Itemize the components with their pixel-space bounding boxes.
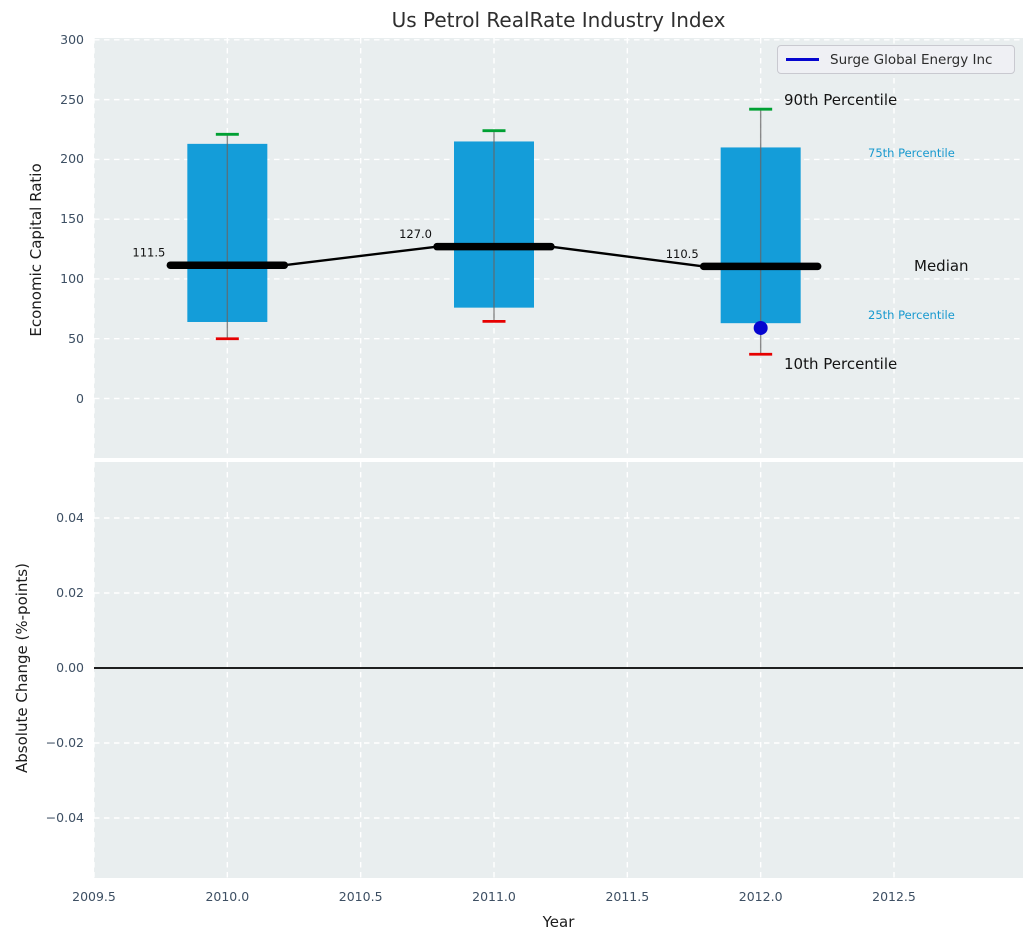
chart-title: Us Petrol RealRate Industry Index [391,8,726,32]
y-tick-bottom-0.00: 0.00 [56,660,84,675]
x-tick-2010.0: 2010.0 [205,889,250,904]
legend: Surge Global Energy Inc [777,45,1015,74]
median-value-label-2012: 110.5 [666,247,699,261]
y-axis-label-top: Economic Capital Ratio [27,163,45,337]
x-tick-2011.5: 2011.5 [605,889,650,904]
y-tick-top-300: 300 [60,31,84,47]
bottom-plot-area [94,462,1023,878]
median-value-label-2011: 127.0 [399,227,432,241]
y-tick-bottom-0.04: 0.04 [56,510,84,525]
y-tick-bottom-0.02: 0.02 [56,585,84,600]
x-tick-2012.0: 2012.0 [738,889,783,904]
x-axis-label: Year [542,913,575,931]
y-tick-top-250: 250 [60,91,84,107]
y-tick-top-50: 50 [68,330,84,346]
y-tick-top-200: 200 [60,151,84,167]
annotation-10th-percentile: 10th Percentile [784,355,898,373]
legend-line-icon [786,58,819,61]
annotation-median: Median [914,257,969,275]
y-tick-top-150: 150 [60,211,84,227]
legend-label: Surge Global Energy Inc [830,51,993,68]
annotation-25th-percentile: 25th Percentile [868,308,955,322]
y-tick-top-100: 100 [60,270,84,286]
y-tick-bottom-−0.02: −0.02 [45,735,84,750]
median-value-label-2010: 111.5 [132,246,165,260]
median-connector [284,245,438,267]
y-tick-bottom-−0.04: −0.04 [45,810,84,825]
x-tick-2011.0: 2011.0 [472,889,516,904]
company-point [753,320,768,335]
annotation-75th-percentile: 75th Percentile [868,146,955,160]
x-tick-2010.5: 2010.5 [338,889,383,904]
x-tick-2012.5: 2012.5 [872,889,916,904]
median-connector [550,245,704,268]
y-tick-top-0: 0 [76,390,84,406]
annotation-90th-percentile: 90th Percentile [784,91,898,109]
x-tick-2009.5: 2009.5 [72,889,116,904]
